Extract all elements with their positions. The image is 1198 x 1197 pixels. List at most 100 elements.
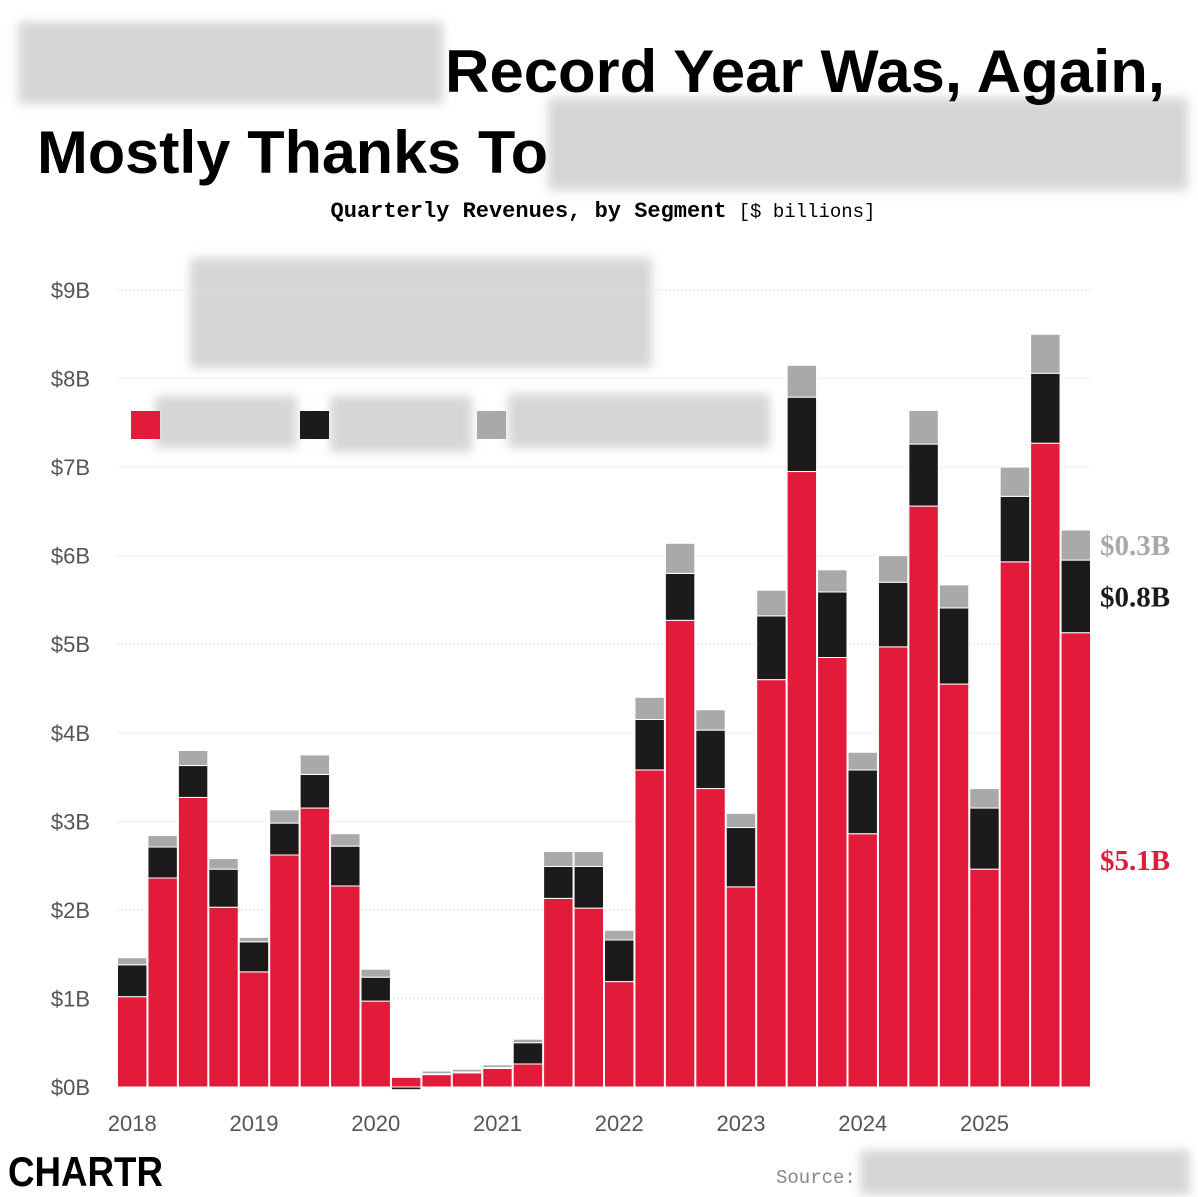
bar-segment: [938, 607, 970, 685]
bar-segment: [664, 619, 696, 1088]
bar-segment: [330, 833, 361, 847]
bar-segment: [1030, 442, 1061, 1088]
bar-segment: [634, 718, 665, 771]
x-tick-label: 2018: [108, 1111, 157, 1136]
bar-segment: [390, 1076, 422, 1088]
bar-segment: [543, 865, 574, 899]
bar-segment: [208, 906, 239, 1088]
bar-segment: [877, 646, 909, 1088]
bar-segment: [482, 1067, 513, 1088]
bar-segment: [908, 505, 939, 1088]
bar-segment: [664, 572, 696, 621]
bar-segment: [238, 941, 270, 973]
bar-segment: [147, 877, 178, 1088]
bar-segment: [512, 1038, 544, 1044]
redacted-legend: [508, 394, 770, 448]
bar-segment: [390, 1086, 422, 1091]
bar-segment: [299, 754, 331, 775]
x-tick-label: 2020: [351, 1111, 400, 1136]
y-tick-label: $4B: [51, 721, 90, 746]
redacted-source: [860, 1150, 1190, 1195]
bar-segment: [482, 1064, 513, 1069]
redacted-legend: [330, 396, 472, 452]
bar-segment: [360, 976, 391, 1002]
bar-segment: [908, 409, 939, 445]
bar-segment: [1060, 632, 1091, 1088]
x-tick-label: 2023: [716, 1111, 765, 1136]
bar-segment: [147, 846, 178, 879]
bar-segment: [877, 581, 909, 648]
end-label: $0.8B: [1100, 581, 1170, 613]
bar-segment: [969, 868, 1000, 1088]
bar-segment: [330, 845, 361, 887]
y-tick-label: $7B: [51, 455, 90, 480]
legend-swatch: [477, 411, 506, 439]
bar-segment: [695, 788, 726, 1088]
bar-segment: [847, 751, 878, 771]
bar-segment: [512, 1042, 544, 1065]
redacted-title: [18, 22, 443, 104]
bar-segment: [390, 1075, 422, 1078]
bar-segment: [573, 850, 604, 867]
bar-segment: [1030, 372, 1061, 444]
bar-segment: [117, 996, 148, 1088]
bar-segment: [695, 709, 726, 731]
bar-segment: [969, 788, 1000, 809]
bar-segment: [664, 542, 696, 574]
end-label: $0.3B: [1100, 530, 1170, 562]
bar-segment: [177, 765, 209, 798]
y-tick-label: $1B: [51, 986, 90, 1011]
bar-segment: [208, 858, 239, 870]
chart-title: Mostly Thanks To: [37, 119, 548, 186]
bar-segment: [1030, 333, 1061, 374]
bar-segment: [634, 696, 665, 720]
chart-subtitle: Quarterly Revenues, by Segment [$ billion…: [331, 199, 876, 224]
legend-swatch: [131, 411, 160, 439]
logo: CHARTR: [8, 1148, 163, 1195]
bar-segment: [725, 812, 757, 829]
bar-segment: [1060, 529, 1091, 561]
y-tick-label: $8B: [51, 367, 90, 392]
bar-segment: [786, 364, 818, 398]
bar-segment: [725, 827, 757, 888]
bar-segment: [847, 769, 878, 835]
bar-segment: [177, 749, 209, 767]
x-tick-label: 2019: [229, 1111, 278, 1136]
bar-segment: [238, 936, 270, 943]
bar-segment: [177, 796, 209, 1088]
bar-segment: [330, 885, 361, 1088]
bar-segment: [512, 1063, 544, 1088]
x-tick-label: 2025: [960, 1111, 1009, 1136]
bar-segment: [360, 1000, 391, 1088]
bar-segment: [634, 769, 665, 1088]
y-tick-label: $5B: [51, 632, 90, 657]
redacted-note: [190, 258, 652, 368]
end-label: $5.1B: [1100, 845, 1170, 877]
subtitle: Quarterly Revenues, by Segment: [331, 199, 727, 224]
bar-segment: [817, 569, 848, 593]
bar-segment: [573, 907, 604, 1088]
bar-segment: [756, 615, 787, 681]
bar-segment: [938, 683, 970, 1088]
y-tick-label: $6B: [51, 544, 90, 569]
bar-segment: [938, 584, 970, 609]
unit-note: [$ billions]: [739, 201, 876, 223]
chart-title: Record Year Was, Again,: [445, 38, 1165, 105]
bar-segment: [847, 833, 878, 1088]
bar-segment: [451, 1068, 483, 1073]
bar-segment: [299, 773, 331, 809]
bar-segment: [817, 657, 848, 1088]
bar-segment: [117, 964, 148, 998]
bar-segment: [877, 555, 909, 583]
bar-segment: [604, 939, 635, 983]
bar-segment: [786, 396, 818, 473]
bar-segment: [695, 729, 726, 790]
bar-segment: [117, 957, 148, 966]
y-tick-label: $9B: [51, 278, 90, 303]
bar-segment: [786, 471, 818, 1088]
y-tick-label: $3B: [51, 809, 90, 834]
bar-segment: [969, 807, 1000, 870]
bar-segment: [543, 850, 574, 867]
bar-segment: [360, 968, 391, 978]
